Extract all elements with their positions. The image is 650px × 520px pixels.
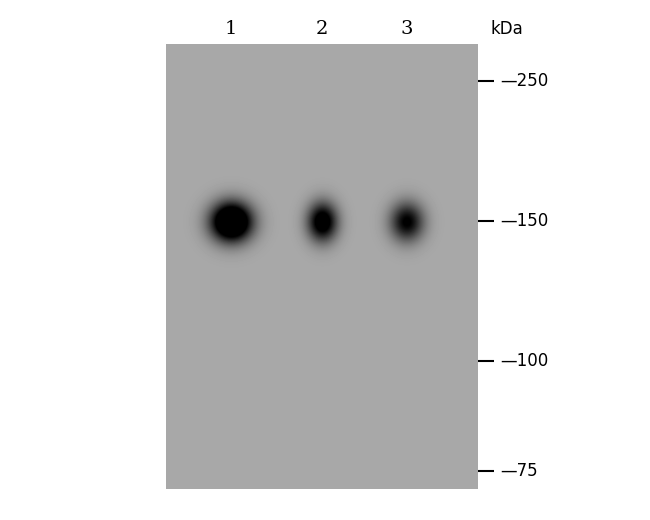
Text: 1: 1	[224, 20, 237, 37]
Text: kDa: kDa	[491, 20, 523, 37]
Text: 2: 2	[315, 20, 328, 37]
Text: —150: —150	[500, 212, 549, 230]
Bar	[166, 44, 478, 489]
Text: —100: —100	[500, 353, 549, 370]
Text: —250: —250	[500, 72, 549, 89]
Text: 3: 3	[400, 20, 413, 37]
Text: —75: —75	[500, 462, 538, 479]
